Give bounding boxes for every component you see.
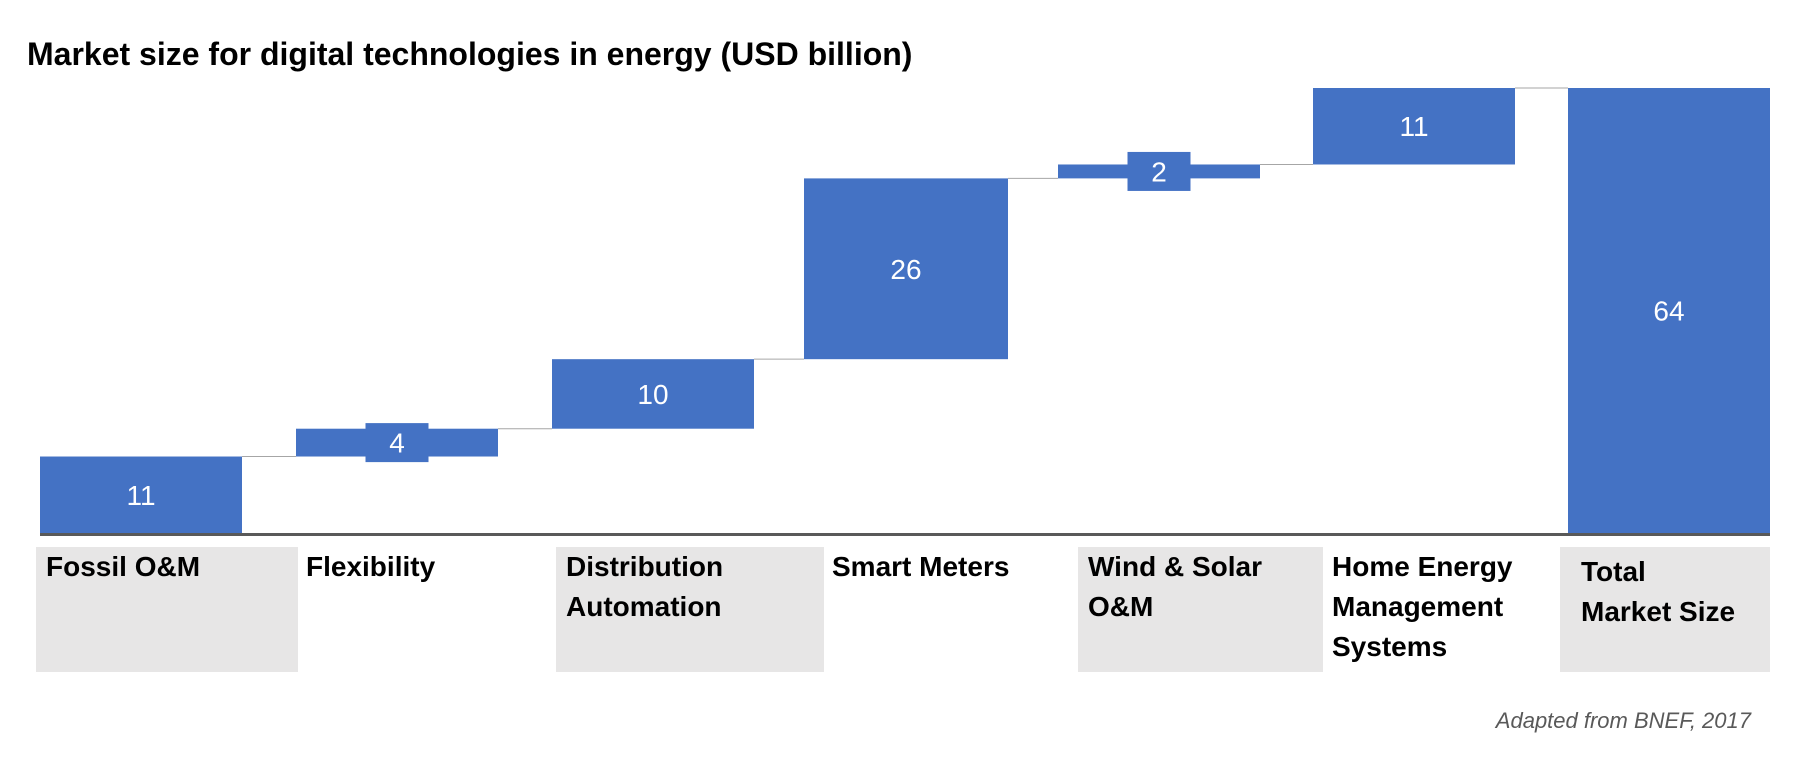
data-label: 2 bbox=[1151, 156, 1167, 187]
bar-3 bbox=[804, 178, 1008, 360]
category-label: Flexibility bbox=[306, 551, 436, 582]
data-label-background bbox=[365, 423, 429, 463]
data-label: 11 bbox=[1399, 111, 1428, 142]
source-note: Adapted from BNEF, 2017 bbox=[1495, 708, 1751, 733]
category-label: Wind & Solar O&M bbox=[1088, 551, 1262, 622]
data-label: 64 bbox=[1653, 296, 1684, 327]
chart-title: Market size for digital technologies in … bbox=[27, 36, 913, 72]
bar-5 bbox=[1313, 88, 1515, 165]
category-label: Distribution Automation bbox=[566, 551, 724, 622]
category-label-box bbox=[1078, 547, 1323, 672]
data-label-background bbox=[1127, 151, 1191, 191]
bar-2 bbox=[552, 359, 754, 429]
bar-0 bbox=[40, 456, 242, 533]
category-label: Fossil O&M bbox=[46, 551, 201, 582]
category-label: Smart Meters bbox=[832, 551, 1010, 582]
category-label-box bbox=[556, 547, 824, 672]
bar-6 bbox=[1568, 88, 1770, 533]
data-label: 11 bbox=[126, 480, 155, 511]
data-label: 26 bbox=[890, 254, 921, 285]
category-label: Home Energy Management Systems bbox=[1332, 551, 1513, 662]
category-label-box bbox=[1560, 547, 1770, 672]
category-label: Total Market Size bbox=[1581, 556, 1736, 627]
data-label: 4 bbox=[389, 428, 405, 459]
category-label-box bbox=[36, 547, 298, 672]
data-label: 10 bbox=[637, 379, 668, 410]
